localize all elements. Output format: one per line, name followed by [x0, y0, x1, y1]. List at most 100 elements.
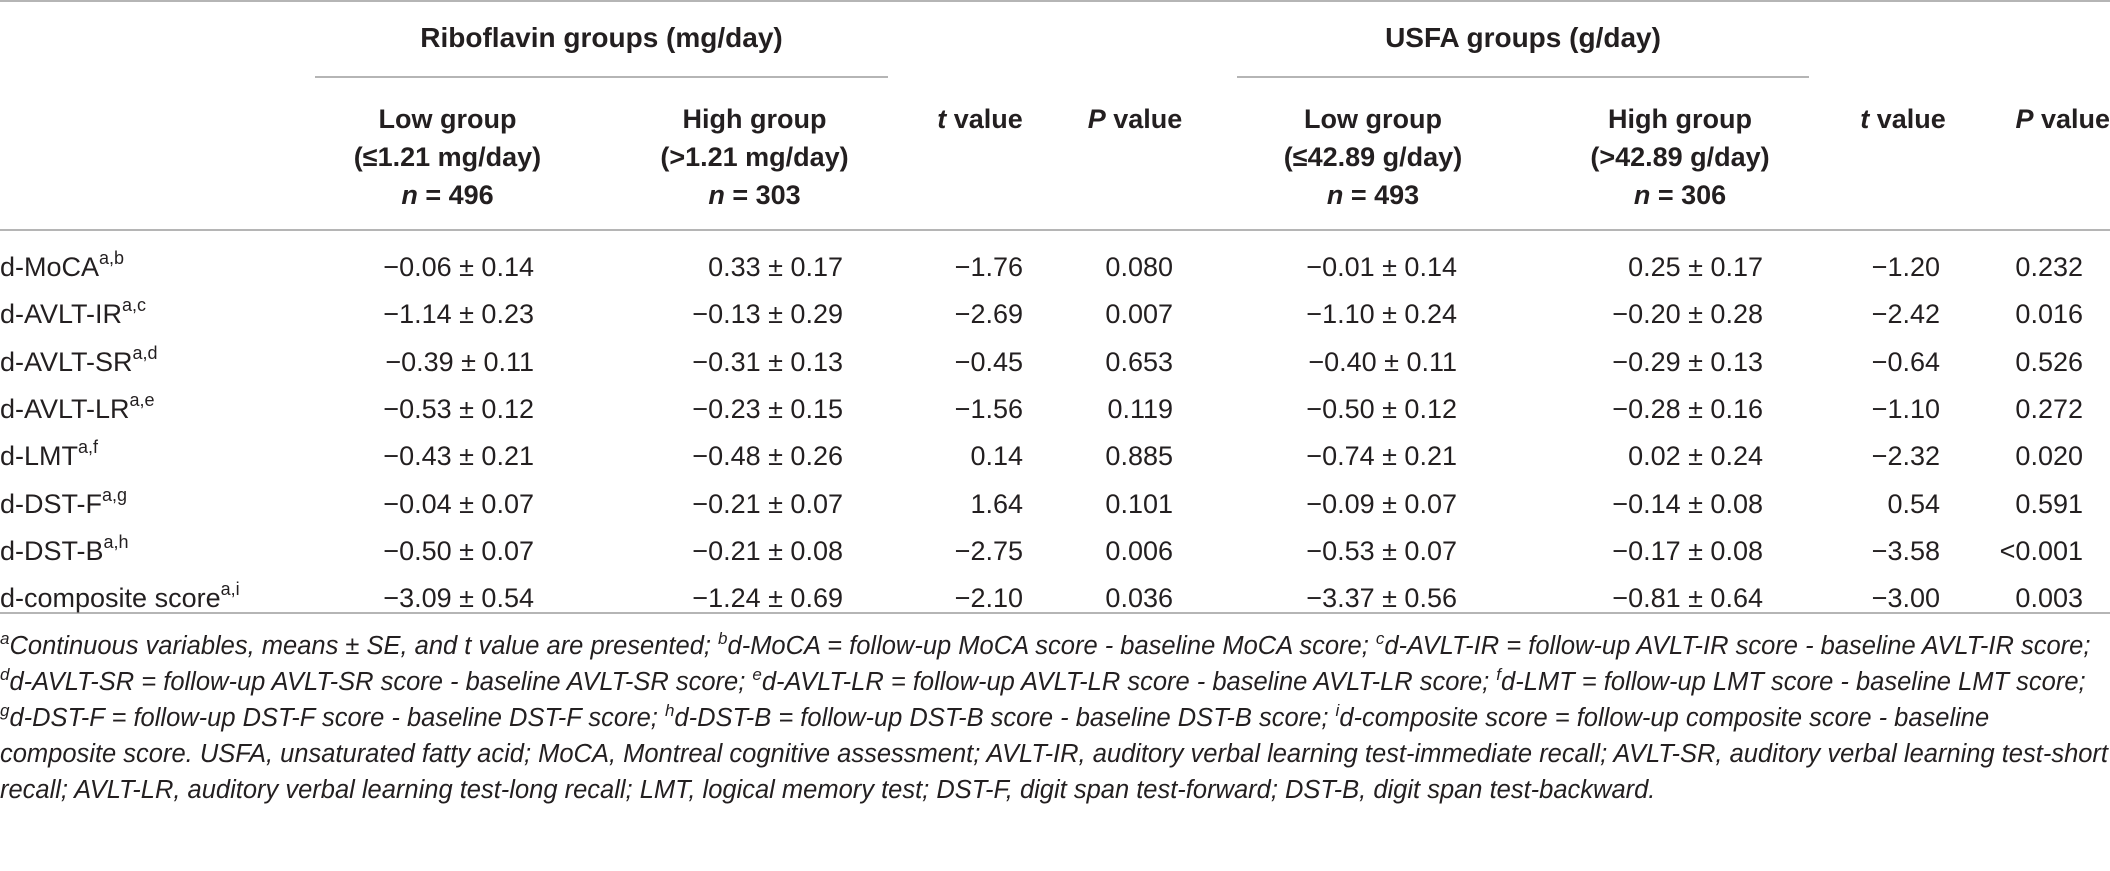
- cell-rib-t: −2.69: [954, 299, 1023, 329]
- cell-usfa-low: −0.74 ± 0.21: [1306, 441, 1457, 471]
- cell-usfa-low: −0.53 ± 0.07: [1306, 536, 1457, 566]
- usfa-group-underline: [1237, 76, 1809, 78]
- cell-usfa-p: 0.020: [2015, 441, 2083, 471]
- row-label: d-MoCAa,b: [0, 248, 125, 282]
- usfa-high-header-line1: High group: [1608, 104, 1752, 134]
- cell-rib-low: −1.14 ± 0.23: [383, 299, 534, 329]
- cell-rib-high: 0.33 ± 0.17: [708, 252, 843, 282]
- cell-usfa-p: 0.003: [2015, 583, 2083, 613]
- cell-usfa-t: −1.20: [1871, 252, 1940, 282]
- cell-usfa-high: −0.17 ± 0.08: [1612, 536, 1763, 566]
- footnote-text: d-AVLT-IR = follow-up AVLT-IR score - ba…: [1384, 632, 2091, 660]
- cell-usfa-p: 0.232: [2015, 252, 2083, 282]
- cell-rib-high: −0.31 ± 0.13: [692, 347, 843, 377]
- cell-rib-low: −0.04 ± 0.07: [383, 489, 534, 519]
- cell-usfa-t: −0.64: [1871, 347, 1940, 377]
- cell-usfa-low: −0.01 ± 0.14: [1306, 252, 1457, 282]
- cell-rib-p: 0.119: [1107, 394, 1173, 424]
- cell-usfa-high: −0.20 ± 0.28: [1612, 299, 1763, 329]
- cell-rib-t: −0.45: [954, 347, 1023, 377]
- footnote-marker: h: [664, 701, 675, 720]
- cell-usfa-t: −3.58: [1871, 536, 1940, 566]
- cell-usfa-low: −0.09 ± 0.07: [1306, 489, 1457, 519]
- rib-high-header-n: n = 303: [708, 180, 801, 210]
- cell-usfa-low: −0.40 ± 0.11: [1308, 347, 1457, 377]
- footnote-text: d-LMT = follow-up LMT score - baseline L…: [1501, 668, 2086, 696]
- cell-usfa-t: −1.10: [1871, 394, 1940, 424]
- footnote-text: Continuous variables, means ± SE, and t …: [9, 632, 719, 660]
- rib-low-header-n: n = 496: [401, 180, 494, 210]
- cell-rib-low: −0.39 ± 0.11: [385, 347, 534, 377]
- footnote-marker: b: [718, 629, 728, 648]
- cell-rib-low: −3.09 ± 0.54: [383, 583, 534, 613]
- row-label: d-DST-Ba,h: [0, 532, 129, 566]
- cell-rib-t: −2.10: [954, 583, 1023, 613]
- cell-usfa-high: −0.28 ± 0.16: [1612, 394, 1763, 424]
- footnote-marker: a: [0, 629, 10, 648]
- cell-rib-low: −0.43 ± 0.21: [383, 441, 534, 471]
- row-label: d-AVLT-SRa,d: [0, 343, 158, 377]
- cell-rib-low: −0.06 ± 0.14: [383, 252, 534, 282]
- cell-rib-high: −0.13 ± 0.29: [692, 299, 843, 329]
- cell-rib-low: −0.53 ± 0.12: [383, 394, 534, 424]
- cell-usfa-p: 0.272: [2015, 394, 2083, 424]
- cell-rib-t: −1.56: [954, 394, 1023, 424]
- rib-t-value-header: t value: [937, 104, 1023, 134]
- usfa-low-header-line2: (≤42.89 g/day): [1283, 142, 1463, 172]
- cell-rib-high: −0.21 ± 0.07: [692, 489, 843, 519]
- cell-rib-p: 0.101: [1105, 489, 1173, 519]
- usfa-low-header-line1: Low group: [1304, 104, 1442, 134]
- cell-rib-t: 1.64: [970, 489, 1023, 519]
- row-label: d-composite scorea,i: [0, 579, 240, 613]
- row-label: d-AVLT-LRa,e: [0, 390, 155, 424]
- rib-low-header-line1: Low group: [378, 104, 517, 134]
- header-rule: [0, 229, 2110, 231]
- footnote-text: d-DST-F = follow-up DST-F score - baseli…: [9, 704, 665, 732]
- footnote-marker: i: [1335, 701, 1340, 720]
- usfa-high-header-line2: (>42.89 g/day): [1590, 142, 1770, 172]
- cell-usfa-high: 0.25 ± 0.17: [1628, 252, 1763, 282]
- cell-rib-p: 0.007: [1105, 299, 1173, 329]
- cell-usfa-t: −2.42: [1871, 299, 1940, 329]
- cell-rib-p: 0.653: [1105, 347, 1173, 377]
- usfa-t-value-header: t value: [1860, 104, 1946, 134]
- cell-usfa-p: 0.591: [2015, 489, 2083, 519]
- cell-usfa-t: −3.00: [1871, 583, 1940, 613]
- footnote-marker: c: [1375, 629, 1385, 648]
- rib-p-value-header: P value: [1087, 104, 1183, 134]
- footnote-text: d-MoCA = follow-up MoCA score - baseline…: [727, 632, 1376, 660]
- footnote-marker: f: [1496, 665, 1502, 684]
- row-label: d-AVLT-IRa,c: [0, 295, 147, 329]
- footnote-marker: d: [0, 665, 10, 684]
- bottom-rule: [0, 612, 2110, 614]
- cell-rib-p: 0.885: [1105, 441, 1173, 471]
- cell-rib-high: −0.23 ± 0.15: [692, 394, 843, 424]
- footnote-text: d-AVLT-LR = follow-up AVLT-LR score - ba…: [761, 668, 1497, 696]
- rib-high-header-line1: High group: [682, 104, 827, 134]
- cell-usfa-t: −2.32: [1871, 441, 1940, 471]
- usfa-groups-header: USFA groups (g/day): [1385, 22, 1661, 53]
- table-footnotes: aContinuous variables, means ± SE, and t…: [0, 628, 2110, 808]
- cell-rib-t: −2.75: [954, 536, 1023, 566]
- riboflavin-group-underline: [315, 76, 888, 78]
- cell-usfa-t: 0.54: [1887, 489, 1940, 519]
- cell-usfa-p: 0.016: [2015, 299, 2083, 329]
- cell-usfa-high: −0.81 ± 0.64: [1612, 583, 1763, 613]
- cell-usfa-low: −0.50 ± 0.12: [1306, 394, 1457, 424]
- riboflavin-groups-header: Riboflavin groups (mg/day): [420, 22, 783, 53]
- footnote-text: d-composite score = follow-up composite …: [0, 704, 1990, 768]
- footnote-text: USFA, unsaturated fatty acid; MoCA, Mont…: [0, 740, 2109, 804]
- cell-rib-p: 0.036: [1105, 583, 1173, 613]
- cell-rib-p: 0.080: [1105, 252, 1173, 282]
- top-rule: [0, 0, 2110, 2]
- cell-usfa-p: <0.001: [1999, 536, 2083, 566]
- usfa-low-header-n: n = 493: [1326, 180, 1420, 210]
- cell-usfa-high: 0.02 ± 0.24: [1628, 441, 1763, 471]
- cell-rib-t: 0.14: [970, 441, 1023, 471]
- cell-rib-t: −1.76: [954, 252, 1023, 282]
- cell-rib-p: 0.006: [1105, 536, 1173, 566]
- row-label: d-DST-Fa,g: [0, 485, 128, 519]
- rib-high-header-line2: (>1.21 mg/day): [660, 142, 849, 172]
- cell-usfa-high: −0.14 ± 0.08: [1612, 489, 1763, 519]
- rib-low-header-line2: (≤1.21 mg/day): [353, 142, 542, 172]
